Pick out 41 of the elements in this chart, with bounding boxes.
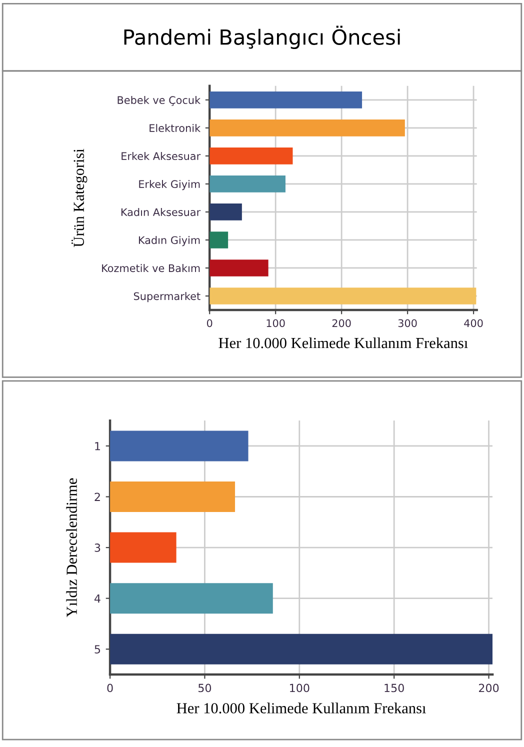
bar [110,532,176,563]
y-tick-label: Erkek Giyim [139,180,200,190]
x-tick-label: 200 [478,684,499,692]
y-tick-label: 4 [94,594,100,603]
chart-title: Pandemi Başlangıcı Öncesi [124,26,400,50]
bar [210,288,476,304]
x-tick-label: 100 [290,684,310,692]
bar [110,482,236,512]
x-tick-label: 400 [464,319,483,328]
bar [210,148,293,164]
bar [210,204,242,220]
y-axis-title: Yıldız Derecelendirme [66,478,77,618]
x-tick-label: 50 [198,684,212,692]
bar [210,232,228,248]
y-tick-label: 2 [94,492,100,501]
y-tick-label: Elektronik [150,124,201,132]
x-tick-label: 0 [107,684,113,692]
x-axis-title: Her 10.000 Kelimede Kullanım Frekansı [218,337,468,348]
y-tick-label: 1 [95,442,100,450]
y-tick-label: Bebek ve Çocuk [118,96,201,106]
bar [110,583,273,614]
y-tick-label: 3 [94,544,100,552]
bar [210,176,286,192]
y-tick-label: Kadın Aksesuar [121,208,201,216]
y-tick-label: Kozmetik ve Bakım [102,264,200,272]
x-tick-label: 100 [266,319,285,328]
bar [210,260,268,276]
x-axis-title: Her 10.000 Kelimede Kullanım Frekansı [176,702,426,714]
x-tick-label: 0 [206,319,212,328]
bar [110,634,493,664]
bar [110,430,248,462]
x-tick-label: 300 [398,319,417,328]
y-tick-label: Kadın Giyim [138,236,200,246]
x-tick-label: 200 [332,319,351,328]
x-tick-label: 150 [384,684,404,692]
y-axis-title: Ürün Kategorisi [71,148,88,248]
y-tick-label: 5 [94,645,100,654]
y-tick-label: Supermarket [134,292,200,302]
bar [210,92,362,108]
y-tick-label: Erkek Aksesuar [122,152,201,160]
bar [210,120,405,136]
